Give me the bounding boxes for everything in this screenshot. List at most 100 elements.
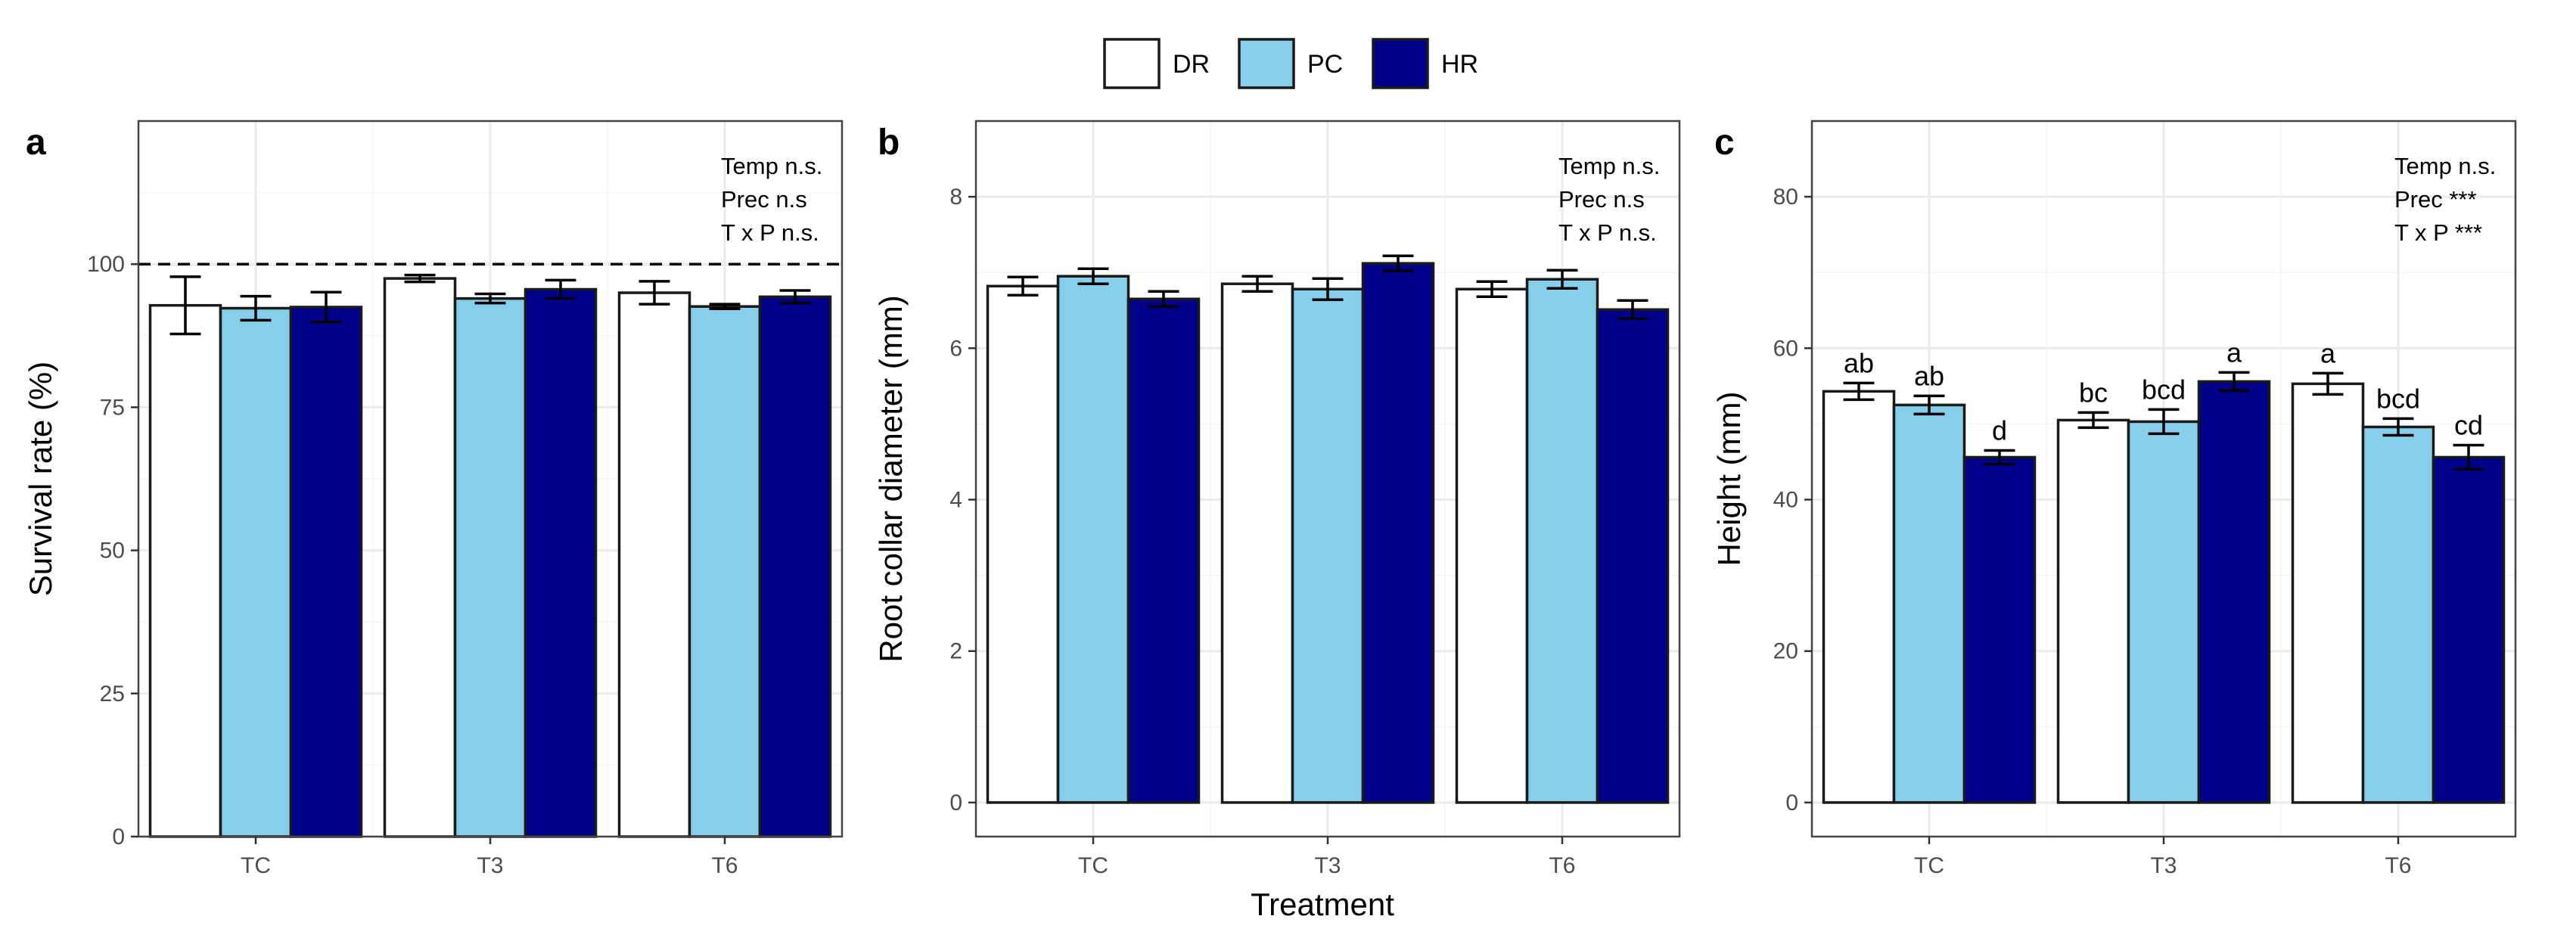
y-tick-label: 6 (949, 336, 962, 361)
stats-line: T x P n.s. (721, 219, 819, 246)
bar-b-t3-hr (1361, 262, 1435, 804)
bar-c-t6-pc (2361, 425, 2435, 804)
significance-label: bc (2079, 377, 2108, 408)
panel-letter: c (1714, 123, 1735, 163)
bar-c-tc-dr (1822, 390, 1896, 804)
bar-a-t6-hr (758, 295, 832, 838)
y-axis-title: Height (mm) (1711, 391, 1747, 566)
y-tick-label: 60 (1773, 336, 1798, 361)
stats-line: Prec n.s (1558, 186, 1645, 213)
bar-b-tc-pc (1056, 275, 1130, 804)
error-bar (1843, 381, 1875, 402)
y-tick-label: 80 (1773, 185, 1798, 210)
x-tick-label: TC (1078, 853, 1108, 878)
bar-b-t6-pc (1525, 278, 1599, 804)
error-bar (310, 290, 342, 324)
panel-letter: a (26, 123, 46, 163)
panel-b: 0 2 4 6 8 TC T3 T6 Root collar diameter (mm) b Tem… (873, 120, 1681, 878)
y-tick-label: 25 (100, 682, 125, 706)
bar-a-tc-hr (289, 306, 363, 838)
error-bar (2312, 371, 2344, 396)
significance-label: ab (1844, 347, 1874, 378)
x-tick-label: T3 (1314, 853, 1341, 878)
error-bar (545, 278, 576, 300)
x-tick-label: T3 (477, 853, 503, 878)
error-bar (1077, 267, 1109, 285)
error-bar (709, 303, 741, 310)
bar-b-t6-hr (1596, 308, 1670, 804)
error-bar (1312, 277, 1344, 301)
error-bar (2453, 443, 2484, 471)
panel-c: ab bc a ab bcd bcd d a cd 0 20 40 60 80 TC T3 T6 Height (… (1711, 120, 2517, 878)
bar-b-tc-hr (1126, 297, 1201, 804)
error-bar (240, 294, 272, 322)
bar-c-t6-dr (2291, 382, 2365, 804)
stats-line: Temp n.s. (721, 153, 822, 179)
error-bar (1241, 275, 1273, 293)
error-bar (2382, 417, 2414, 437)
y-tick-label: 75 (100, 395, 125, 420)
significance-label: a (2320, 337, 2336, 368)
error-bar (404, 273, 436, 284)
x-tick-label: TC (1914, 853, 1944, 878)
stats-line: T x P *** (2394, 219, 2482, 246)
y-tick-label: 100 (87, 252, 125, 277)
stats-annotation: Temp n.s. Prec *** T x P *** (2394, 153, 2496, 246)
error-bar (169, 275, 201, 336)
legend-label-hr: HR (1441, 50, 1478, 79)
legend: DR PC HR (1103, 38, 1478, 89)
stats-line: Temp n.s. (2394, 153, 2496, 179)
bar-c-t3-dr (2056, 418, 2130, 804)
x-tick-label: T6 (1549, 853, 1575, 878)
stats-line: Prec *** (2394, 186, 2477, 213)
significance-label: ab (1914, 360, 1944, 391)
error-bar (1546, 269, 1578, 290)
error-bar (779, 289, 811, 305)
error-bar (1148, 290, 1179, 309)
bar-c-t3-hr (2197, 380, 2271, 804)
y-axis-title: Root collar diameter (mm) (873, 295, 909, 662)
error-bar (1476, 280, 1508, 298)
y-tick-label: 2 (949, 639, 962, 664)
y-tick-label: 4 (949, 488, 962, 513)
bar-b-t6-dr (1455, 287, 1529, 804)
stats-line: T x P n.s. (1558, 219, 1657, 246)
x-tick-label: T6 (2385, 853, 2411, 878)
significance-label: cd (2454, 409, 2483, 440)
bar-a-t3-dr (383, 277, 457, 838)
stats-annotation: Temp n.s. Prec n.s T x P n.s. (721, 153, 822, 246)
error-bar (2077, 411, 2109, 430)
y-tick-label: 0 (1785, 790, 1798, 815)
error-bar (474, 292, 506, 305)
y-axis-title: Survival rate (%) (23, 362, 58, 596)
bar-c-tc-pc (1892, 403, 1966, 804)
error-bar (1984, 449, 2015, 466)
chart-panels: 0 25 50 75 100 TC T3 T6 Survival rate (%) a Temp n… (23, 120, 2517, 878)
stats-line: Temp n.s. (1558, 153, 1660, 179)
y-tick-label: 40 (1773, 488, 1798, 513)
shared-x-axis-title: Treatment (1251, 887, 1394, 922)
error-bar (1382, 254, 1414, 272)
x-tick-label: T6 (711, 853, 738, 878)
error-bar (1617, 299, 1648, 321)
error-bar (2148, 408, 2180, 436)
stats-annotation: Temp n.s. Prec n.s T x P n.s. (1558, 153, 1660, 246)
bar-a-t6-pc (688, 305, 762, 838)
y-tick-label: 0 (112, 824, 125, 849)
error-bar (1913, 394, 1945, 416)
legend-label-dr: DR (1173, 50, 1210, 79)
bar-a-t3-pc (453, 297, 527, 838)
bar-a-tc-pc (219, 306, 293, 838)
legend-label-pc: PC (1307, 50, 1343, 79)
bar-a-t6-dr (617, 291, 691, 838)
error-bar (1007, 275, 1039, 297)
bar-c-tc-hr (1962, 455, 2037, 804)
bar-a-tc-dr (148, 303, 222, 838)
y-tick-label: 20 (1773, 639, 1798, 664)
x-tick-label: T3 (2150, 853, 2177, 878)
legend-key-pc (1238, 38, 1295, 89)
legend-key-dr (1103, 38, 1161, 89)
y-tick-label: 50 (100, 539, 125, 564)
y-tick-label: 8 (949, 185, 962, 210)
